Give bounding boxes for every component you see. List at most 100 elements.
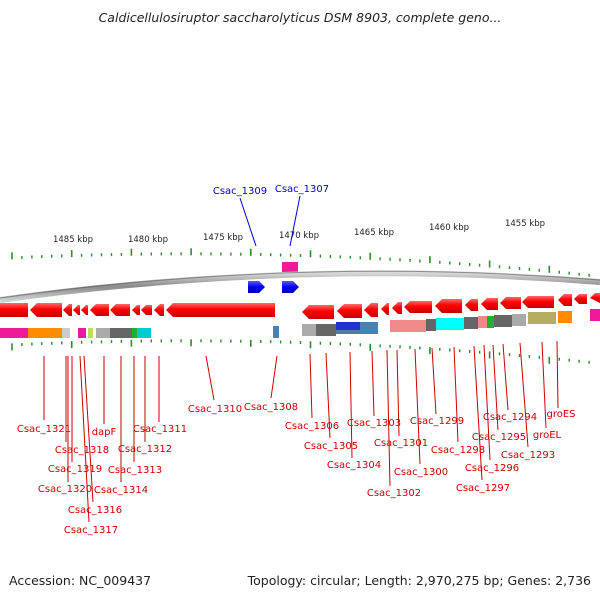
leader-line [431,347,437,415]
feature-box[interactable] [436,318,464,330]
gene-label-csac1310[interactable]: Csac_1310 [188,404,242,415]
gene-arrow[interactable] [30,303,62,317]
gene-label-csac1309[interactable]: Csac_1309 [213,186,267,197]
gene-label-dapf[interactable]: dapF [92,427,117,438]
gene-arrow[interactable] [132,305,140,315]
gene-arrow[interactable] [364,303,378,317]
feature-box[interactable] [360,322,378,334]
gene-arrow[interactable] [141,305,152,315]
gene-arrow[interactable] [302,305,334,319]
kbp-label-1470: 1470 kbp [279,231,319,241]
gene-arrow[interactable] [590,293,600,303]
gene-arrow[interactable] [337,304,362,318]
gene-label-csac1312[interactable]: Csac_1312 [118,444,172,455]
gene-arrow[interactable] [90,304,109,316]
feature-box[interactable] [0,328,28,338]
feature-box[interactable] [110,328,132,338]
gene-label-csac1293[interactable]: Csac_1293 [501,450,555,461]
feature-band [0,309,600,338]
gene-arrow[interactable] [500,297,521,309]
gene-arrow[interactable] [154,304,164,316]
feature-box[interactable] [88,328,93,338]
gene-label-csac1308[interactable]: Csac_1308 [244,402,298,413]
gene-label-csac1302[interactable]: Csac_1302 [367,488,421,499]
gene-label-groes[interactable]: groES [546,409,575,420]
feature-box[interactable] [62,328,70,338]
gene-arrow[interactable] [166,303,275,317]
gene-label-csac1294[interactable]: Csac_1294 [483,412,537,423]
feature-box[interactable] [336,322,360,330]
feature-box[interactable] [558,311,572,323]
gene-arrow[interactable] [481,298,498,310]
gene-arrow[interactable] [381,303,389,315]
gene-label-csac1307[interactable]: Csac_1307 [275,184,329,195]
gene-arrow[interactable] [574,294,587,304]
feature-box[interactable] [478,316,487,328]
feature-box[interactable] [302,324,316,336]
gene-label-csac1304[interactable]: Csac_1304 [327,460,381,471]
gene-label-csac1299[interactable]: Csac_1299 [410,416,464,427]
gene-label-csac1318[interactable]: Csac_1318 [55,445,109,456]
map-title: Caldicellulosiruptor saccharolyticus DSM… [99,10,502,25]
gene-arrow-csac1307[interactable] [282,281,299,293]
leader-line [473,345,483,481]
feature-box[interactable] [528,312,556,324]
gene-label-csac1319[interactable]: Csac_1319 [48,464,102,475]
feature-box[interactable] [487,316,494,328]
gene-arrow[interactable] [73,305,80,315]
gene-label-csac1296[interactable]: Csac_1296 [465,463,519,474]
feature-box[interactable] [426,319,436,331]
feature-box[interactable] [512,314,526,326]
feature-box[interactable] [78,328,86,338]
leader-line [556,340,559,409]
gene-label-csac1311[interactable]: Csac_1311 [133,424,187,435]
feature-box[interactable] [494,315,512,327]
leader-line [492,344,499,431]
gene-arrow[interactable] [435,299,462,313]
gene-label-groel[interactable]: groEL [533,430,562,441]
gene-label-csac1297[interactable]: Csac_1297 [456,483,510,494]
gene-label-csac1295[interactable]: Csac_1295 [472,432,526,443]
feature-box[interactable] [390,320,400,332]
gene-arrow[interactable] [0,303,28,317]
gene-arrow-csac1309[interactable] [248,281,265,293]
leader-line [414,348,421,465]
gene-label-csac1316[interactable]: Csac_1316 [68,505,122,516]
feature-box[interactable] [96,328,110,338]
leader-line [270,355,278,399]
gene-label-csac1298[interactable]: Csac_1298 [431,445,485,456]
gene-arrow[interactable] [404,301,432,313]
kbp-label-1480: 1480 kbp [128,235,168,245]
gene-arrow[interactable] [81,305,88,315]
feature-box[interactable] [273,326,279,338]
gene-track-reverse [0,293,600,319]
feature-box[interactable] [400,320,426,332]
genome-backbone [0,270,600,303]
gene-arrow[interactable] [522,296,554,308]
gene-label-csac1305[interactable]: Csac_1305 [304,441,358,452]
feature-box[interactable] [132,328,137,338]
feature-box[interactable] [464,317,478,329]
feature-box[interactable] [336,330,360,334]
gene-label-csac1321[interactable]: Csac_1321 [17,424,71,435]
feature-box[interactable] [137,328,151,338]
gene-label-csac1303[interactable]: Csac_1303 [347,418,401,429]
feature-box-magenta-top[interactable] [282,262,298,274]
gene-arrow[interactable] [63,304,72,316]
feature-box[interactable] [316,324,336,336]
feature-box[interactable] [28,328,62,338]
gene-label-csac1306[interactable]: Csac_1306 [285,421,339,432]
gene-label-csac1317[interactable]: Csac_1317 [64,525,118,536]
gene-label-csac1313[interactable]: Csac_1313 [108,465,162,476]
gene-label-csac1301[interactable]: Csac_1301 [374,438,428,449]
gene-arrow[interactable] [392,302,402,314]
gene-label-csac1320[interactable]: Csac_1320 [38,484,92,495]
leader-line [483,344,491,461]
feature-box[interactable] [590,309,600,321]
gene-label-csac1300[interactable]: Csac_1300 [394,467,448,478]
gene-label-csac1314[interactable]: Csac_1314 [94,485,148,496]
gene-arrow[interactable] [558,294,572,306]
gene-arrow[interactable] [110,304,130,316]
gene-arrow[interactable] [465,299,478,311]
